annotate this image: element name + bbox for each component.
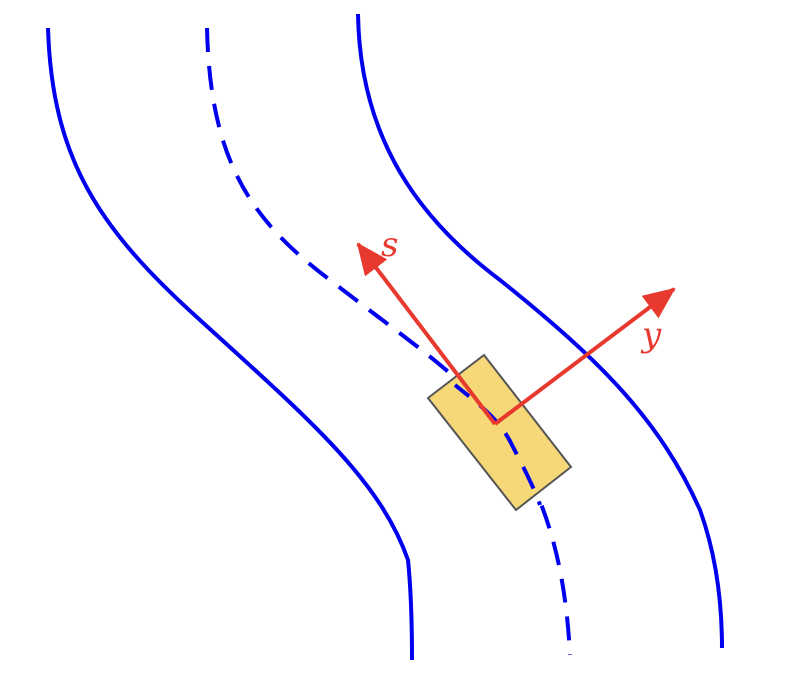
- y-axis-arrow: [493, 287, 676, 426]
- vehicle-box: [426, 353, 573, 512]
- road-centerline: [205, 27, 572, 656]
- s-axis-label: s: [381, 225, 398, 265]
- s-axis-arrow: [356, 242, 497, 426]
- y-axis-label: y: [640, 315, 662, 355]
- right-road-boundary: [356, 13, 724, 649]
- centerline-over-vehicle: [453, 383, 542, 506]
- left-road-boundary: [46, 27, 414, 661]
